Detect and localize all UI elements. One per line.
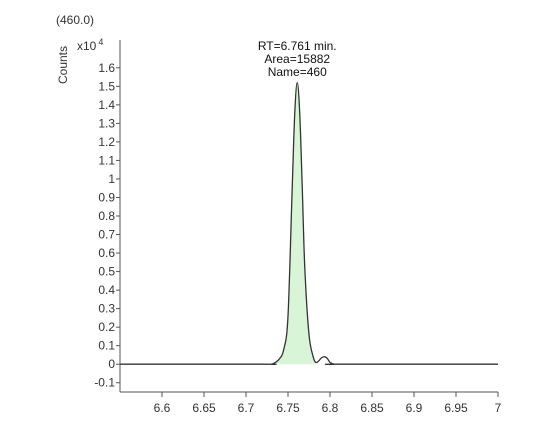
y-multiplier: x10 4	[77, 37, 103, 53]
y-tick-label: 0.4	[98, 283, 115, 297]
y-tick-label: 0.9	[98, 190, 115, 204]
x-tick-label: 6.8	[322, 401, 339, 415]
peak-area-fill	[275, 82, 316, 365]
peak-annotation-line: RT=6.761 min.	[258, 39, 337, 53]
y-tick-label: 1.3	[98, 116, 115, 130]
y-tick-label: 1.1	[98, 153, 115, 167]
peak-annotation-line: Area=15882	[264, 52, 330, 66]
y-tick-label: 1.2	[98, 135, 115, 149]
y-multiplier-exponent: 4	[98, 37, 103, 47]
y-tick-label: 0.3	[98, 302, 115, 316]
y-tick-label: 0.5	[98, 265, 115, 279]
trace-layer	[119, 81, 498, 365]
x-tick-label: 6.7	[238, 401, 255, 415]
trace-label: (460.0)	[56, 13, 94, 27]
y-tick-label: 0.1	[98, 339, 115, 353]
x-tick-label: 6.6	[154, 401, 171, 415]
y-tick-label: 1	[108, 172, 115, 186]
x-tick-group: 6.6 6.65 6.7 6.75 6.8 6.85 6.9 6.95 7	[154, 392, 502, 415]
y-tick-group: -0.1 0 0.1 0.2 0.3 0.4 0.5 0.6 0.7 0.8 0.9 1 1.1 1.2 1…	[94, 61, 120, 390]
x-tick-label: 6.85	[360, 401, 384, 415]
x-tick-label: 6.95	[444, 401, 468, 415]
x-tick-label: 6.75	[276, 401, 300, 415]
y-axis-label: Counts	[56, 46, 70, 84]
y-tick-label: 0.7	[98, 228, 115, 242]
peak-area-fill-layer	[275, 82, 316, 365]
x-tick-label: 6.9	[406, 401, 423, 415]
y-tick-label: 1.5	[98, 79, 115, 93]
y-multiplier-base: x10	[77, 39, 97, 53]
x-tick-label: 6.65	[192, 401, 216, 415]
y-tick-label: 0.2	[98, 320, 115, 334]
chromatogram-trace	[119, 81, 498, 365]
y-tick-label: 0.6	[98, 246, 115, 260]
x-tick-label: 7	[495, 401, 502, 415]
y-tick-label: 0	[108, 357, 115, 371]
y-tick-label: 1.6	[98, 61, 115, 75]
y-tick-label: 1.4	[98, 98, 115, 112]
peak-annotation-line: Name=460	[268, 65, 327, 79]
y-tick-label: 0.8	[98, 209, 115, 223]
y-tick-label: -0.1	[94, 376, 115, 390]
